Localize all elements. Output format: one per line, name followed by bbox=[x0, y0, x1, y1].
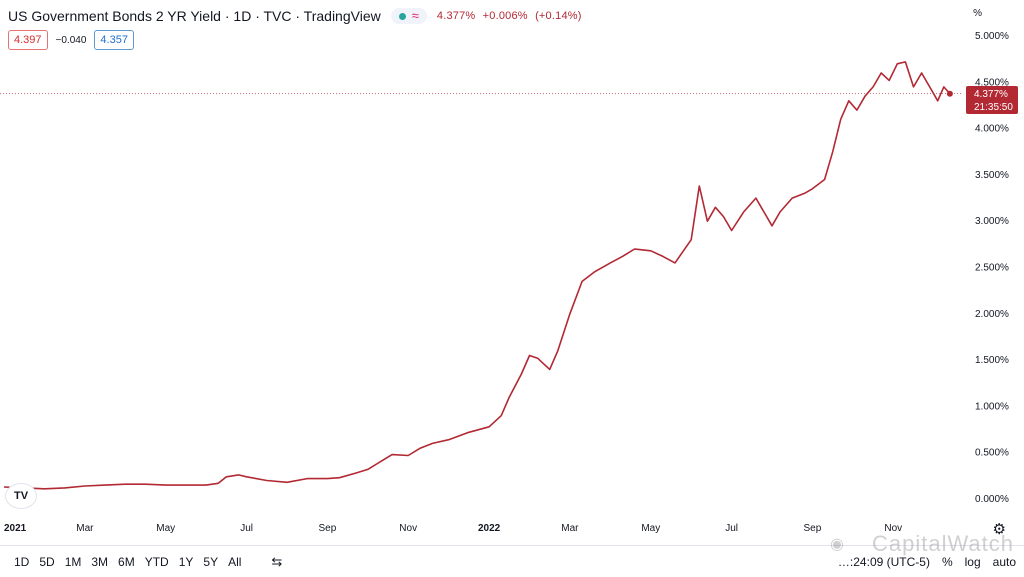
range-1y-button[interactable]: 1Y bbox=[178, 554, 194, 569]
quote-values: 4.377% +0.006% (+0.14%) bbox=[437, 10, 586, 22]
x-tick-label: May bbox=[156, 523, 175, 534]
axis-unit-label: % bbox=[973, 8, 982, 19]
range-selector: 1D 5D 1M 3M 6M YTD 1Y 5Y All bbox=[10, 552, 245, 572]
auto-toggle[interactable]: auto bbox=[992, 554, 1016, 569]
sell-price-button[interactable]: 4.397 bbox=[8, 30, 48, 50]
range-3m-button[interactable]: 3M bbox=[91, 554, 109, 569]
percent-toggle[interactable]: % bbox=[941, 554, 953, 569]
buy-price-button[interactable]: 4.357 bbox=[94, 30, 134, 50]
weibo-icon: ◉ bbox=[830, 536, 844, 553]
log-toggle[interactable]: log bbox=[964, 554, 981, 569]
gear-icon[interactable]: ⚙ bbox=[992, 521, 1006, 538]
y-tick-label: 0.000% bbox=[975, 494, 1009, 505]
x-axis[interactable]: 2021 Mar May Jul Sep Nov 2022 Mar May Jul Sep Nov bbox=[4, 523, 902, 534]
y-tick-label: 5.000% bbox=[975, 31, 1009, 42]
y-tick-label: 3.500% bbox=[975, 170, 1009, 181]
range-5d-button[interactable]: 5D bbox=[39, 554, 55, 569]
last-price-tag-countdown: 21:35:50 bbox=[974, 102, 1013, 113]
range-all-button[interactable]: All bbox=[228, 554, 242, 569]
range-6m-button[interactable]: 6M bbox=[118, 554, 135, 569]
x-tick-label: 2022 bbox=[478, 523, 501, 534]
y-tick-label: 3.000% bbox=[975, 216, 1009, 227]
x-tick-label: Mar bbox=[561, 523, 579, 534]
market-status-pill[interactable]: ≈ bbox=[390, 8, 427, 24]
x-tick-label: Jul bbox=[725, 523, 738, 534]
quote-change: +0.006% bbox=[482, 10, 528, 22]
range-5y-button[interactable]: 5Y bbox=[203, 554, 219, 569]
y-tick-label: 4.500% bbox=[975, 77, 1009, 88]
bottom-right-controls: …:24:09 (UTC-5) % log auto bbox=[838, 546, 1016, 577]
x-tick-label: Jul bbox=[240, 523, 253, 534]
bottom-toolbar: 1D 5D 1M 3M 6M YTD 1Y 5Y All ⇆ …:24:09 (… bbox=[0, 545, 1024, 577]
chart-header: US Government Bonds 2 YR Yield · 1D · TV… bbox=[8, 6, 586, 26]
last-price-tag-value: 4.377% bbox=[974, 89, 1008, 100]
price-chart[interactable]: 0.000% 0.500% 1.000% 1.500% 2.000% 2.500% 3.00… bbox=[0, 0, 1024, 545]
x-tick-label: Nov bbox=[884, 523, 902, 534]
y-tick-label: 1.500% bbox=[975, 355, 1009, 366]
y-tick-label: 0.500% bbox=[975, 448, 1009, 459]
range-ytd-button[interactable]: YTD bbox=[144, 554, 169, 569]
wave-icon: ≈ bbox=[411, 8, 419, 23]
x-tick-label: Sep bbox=[319, 523, 337, 534]
trade-price-row: 4.397 −0.040 4.357 bbox=[8, 30, 134, 50]
y-tick-label: 2.500% bbox=[975, 263, 1009, 274]
live-dot-icon bbox=[398, 12, 406, 20]
symbol-title[interactable]: US Government Bonds 2 YR Yield · 1D · TV… bbox=[8, 8, 381, 24]
last-price-marker bbox=[946, 90, 953, 97]
x-tick-label: Mar bbox=[76, 523, 94, 534]
x-tick-label: May bbox=[641, 523, 660, 534]
clock-readout[interactable]: …:24:09 (UTC-5) bbox=[837, 554, 930, 569]
x-tick-label: Sep bbox=[804, 523, 822, 534]
last-price-tag: 4.377% 21:35:50 bbox=[966, 86, 1018, 114]
range-1d-button[interactable]: 1D bbox=[14, 554, 30, 569]
yield-series-line bbox=[3, 61, 951, 490]
range-1m-button[interactable]: 1M bbox=[64, 554, 82, 569]
y-tick-label: 4.000% bbox=[975, 124, 1009, 135]
quote-last: 4.377% bbox=[436, 10, 476, 22]
x-tick-label: Nov bbox=[399, 523, 417, 534]
tradingview-logo-icon[interactable]: TV bbox=[6, 484, 36, 508]
spread-value: −0.040 bbox=[55, 34, 87, 46]
quote-change-pct: (+0.14%) bbox=[535, 10, 582, 22]
x-tick-label: 2021 bbox=[4, 523, 27, 534]
watermark: CapitalWatch bbox=[871, 531, 1014, 556]
y-tick-label: 2.000% bbox=[975, 309, 1009, 320]
y-axis[interactable]: 0.000% 0.500% 1.000% 1.500% 2.000% 2.500% 3.00… bbox=[975, 31, 1009, 505]
y-tick-label: 1.000% bbox=[975, 401, 1009, 412]
compare-icon[interactable]: ⇆ bbox=[271, 553, 283, 569]
